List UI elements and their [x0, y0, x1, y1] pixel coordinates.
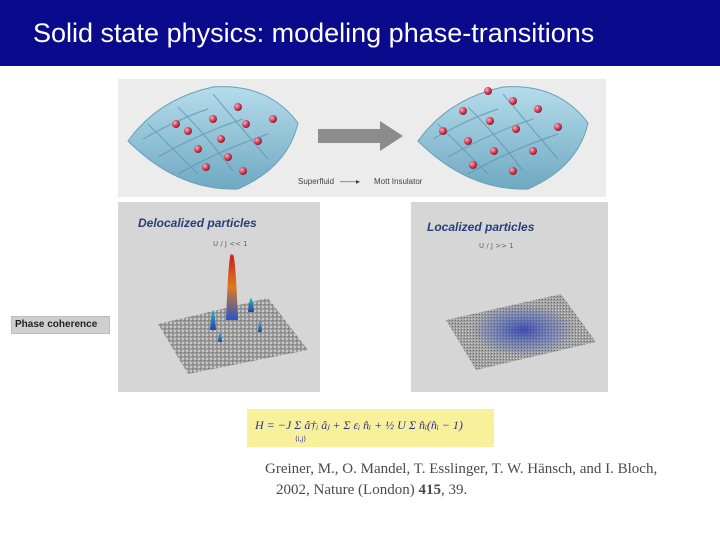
- localized-title: Localized particles: [427, 220, 535, 234]
- incoherent-distribution-plot: [446, 294, 596, 370]
- localized-subtitle: U / J >> 1: [479, 242, 514, 250]
- broad-distribution: [471, 304, 575, 356]
- mott-lattice: [417, 86, 589, 190]
- caption-mott-insulator: Mott Insulator: [374, 177, 423, 186]
- caption-superfluid: Superfluid: [298, 177, 335, 186]
- side-peak-right: [248, 298, 254, 312]
- hamiltonian-formula: H = −J Σ â†ᵢ âⱼ + Σ εᵢ n̂ᵢ + ½ U Σ n̂ᵢ(n…: [247, 409, 494, 447]
- caption-arrow: ——▸: [340, 177, 361, 186]
- mott-atoms: [439, 87, 562, 175]
- citation: Greiner, M., O. Mandel, T. Esslinger, T.…: [265, 459, 705, 501]
- citation-page: , 39.: [440, 482, 468, 498]
- lattice-figure: [127, 86, 589, 190]
- transition-arrow: [318, 121, 403, 151]
- superfluid-lattice: [127, 86, 299, 190]
- citation-volume: 415: [418, 482, 441, 498]
- citation-journal: 2002, Nature (London): [276, 482, 415, 498]
- superfluid-atoms: [172, 103, 277, 175]
- side-peak-front: [258, 321, 262, 332]
- formula-subscript: ⟨i,j⟩: [295, 435, 307, 443]
- delocalized-title: Delocalized particles: [138, 216, 257, 230]
- localized-panel: Localized particles U / J >> 1: [411, 202, 608, 392]
- delocalized-subtitle: U / J << 1: [213, 240, 248, 248]
- citation-line2: 2002, Nature (London) 415, 39.: [265, 480, 705, 501]
- surface-plane: [158, 298, 308, 374]
- central-peak: [226, 253, 238, 320]
- side-peak-left: [210, 310, 216, 330]
- phase-coherence-label: Phase coherence: [11, 316, 110, 334]
- citation-authors: Greiner, M., O. Mandel, T. Esslinger, T.…: [265, 461, 658, 477]
- formula-text: H = −J Σ â†ᵢ âⱼ + Σ εᵢ n̂ᵢ + ½ U Σ n̂ᵢ(n…: [255, 418, 463, 432]
- lattice-illustration: Superfluid ——▸ Mott Insulator: [118, 79, 606, 197]
- delocalized-panel: Delocalized particles U / J << 1: [118, 202, 320, 392]
- title-bar: Solid state physics: modeling phase-tran…: [0, 0, 720, 66]
- side-peak-back: [218, 332, 222, 342]
- slide-title: Solid state physics: modeling phase-tran…: [33, 18, 595, 48]
- interference-peaks-plot: [158, 253, 308, 374]
